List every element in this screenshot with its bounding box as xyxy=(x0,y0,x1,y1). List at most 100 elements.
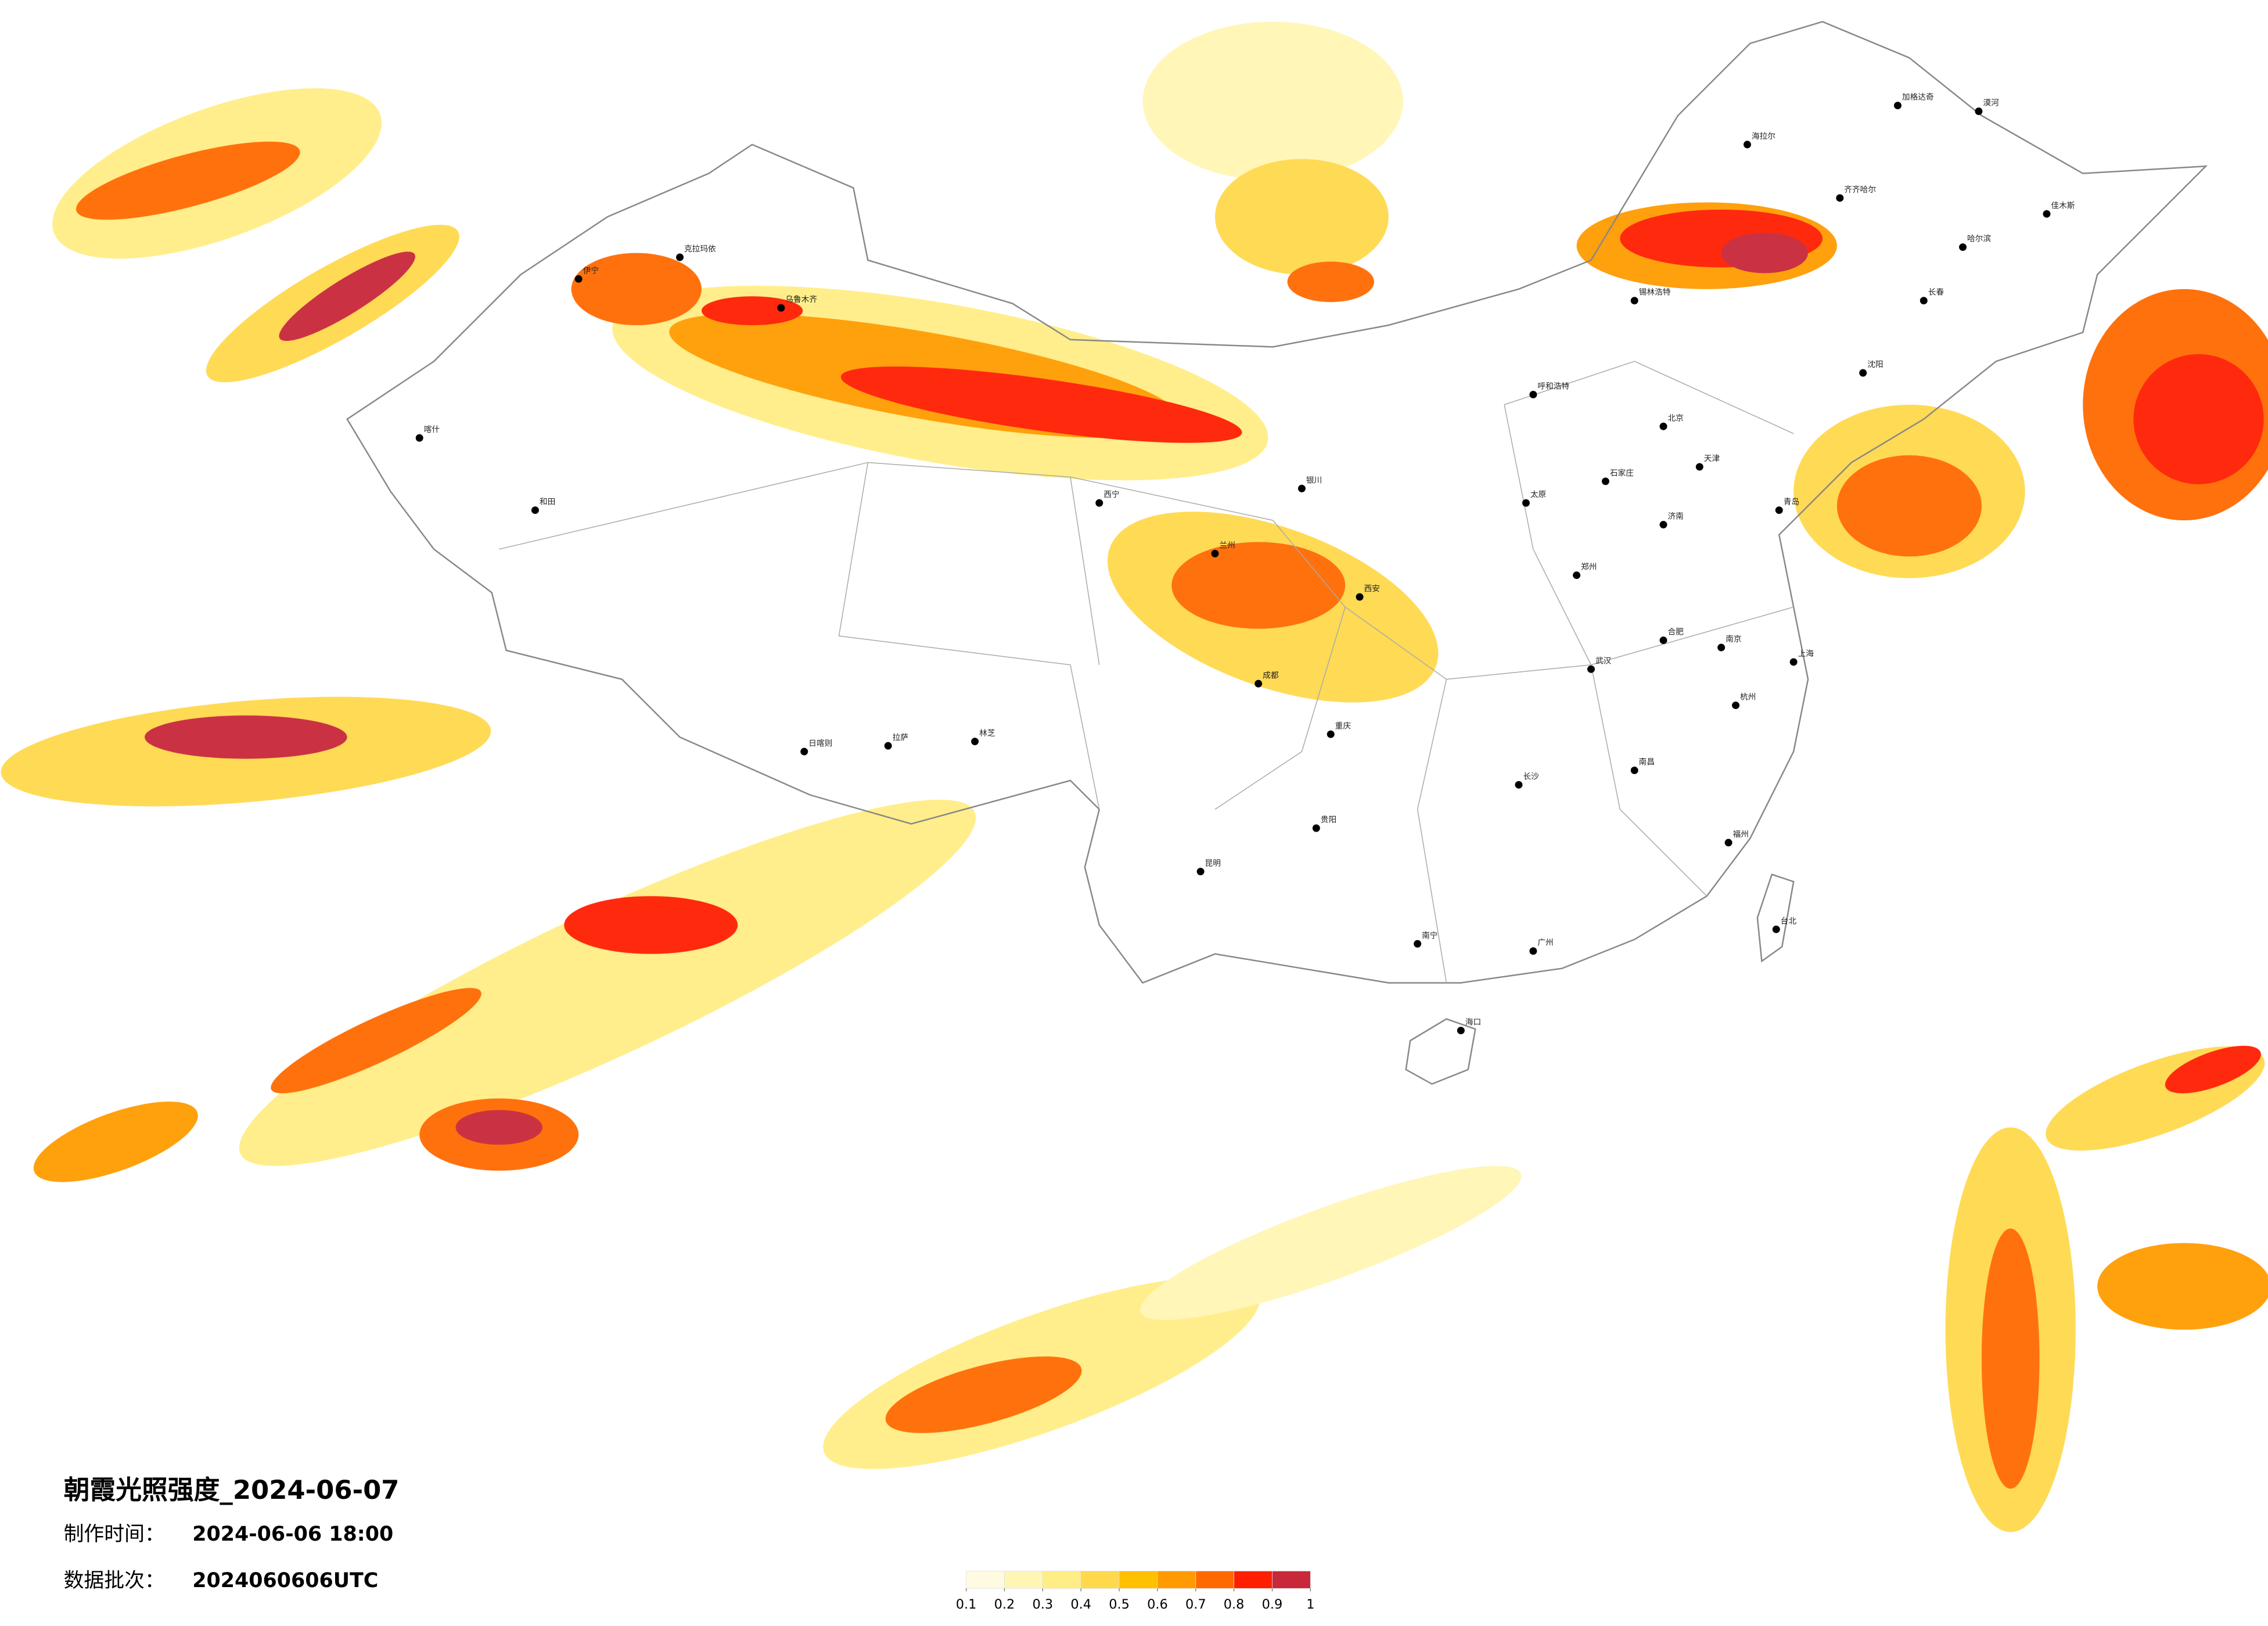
colorbar-tick-label: 0.5 xyxy=(1109,1597,1130,1612)
colorbar-swatch xyxy=(1234,1571,1273,1589)
heat-area xyxy=(1171,542,1346,629)
colorbar-tick-label: 0.1 xyxy=(956,1597,977,1612)
city-label: 天津 xyxy=(1704,454,1720,463)
city-label: 太原 xyxy=(1530,490,1546,499)
province-borders xyxy=(499,361,1794,983)
colorbar-tick-label: 0.9 xyxy=(1262,1597,1283,1612)
city-label: 克拉玛依 xyxy=(684,244,716,254)
city-dot xyxy=(1573,571,1581,580)
map-title: 朝霞光照强度_2024-06-07 xyxy=(64,1474,400,1505)
city-label: 海口 xyxy=(1465,1018,1481,1027)
city-dot xyxy=(1743,141,1751,149)
batch-value: 2024060606UTC xyxy=(192,1569,378,1592)
city-label: 重庆 xyxy=(1335,721,1352,731)
city-label: 福州 xyxy=(1733,830,1749,839)
city-dot xyxy=(1312,824,1320,832)
city-dot xyxy=(1255,679,1263,688)
city-label: 哈尔滨 xyxy=(1967,235,1991,244)
city-dot xyxy=(1859,369,1867,377)
heat-area xyxy=(76,141,300,220)
city-dot xyxy=(1196,868,1205,876)
heat-area xyxy=(2165,1045,2261,1093)
colorbar-tick-label: 0.8 xyxy=(1224,1597,1245,1612)
island-border xyxy=(1756,873,1795,963)
city-label: 佳木斯 xyxy=(2051,201,2075,210)
city-dot xyxy=(1095,499,1104,507)
country-border xyxy=(346,21,2208,984)
city-label: 贵阳 xyxy=(1321,815,1336,825)
city-label: 青岛 xyxy=(1784,498,1799,507)
city-label: 杭州 xyxy=(1740,693,1756,702)
heat-area xyxy=(1836,455,1982,557)
heat-area xyxy=(239,800,976,1166)
city-label: 广州 xyxy=(1537,938,1553,948)
city-dot xyxy=(1789,658,1798,666)
heat-area xyxy=(885,1356,1082,1433)
colorbar-swatch xyxy=(1195,1571,1234,1589)
city-dot xyxy=(1529,390,1537,398)
city-dot xyxy=(676,253,684,261)
city-label: 拉萨 xyxy=(893,733,908,742)
colorbar-swatch xyxy=(1080,1571,1120,1589)
city-dot xyxy=(777,304,785,312)
city-label: 济南 xyxy=(1667,512,1683,521)
heat-area xyxy=(840,366,1242,443)
city-dot xyxy=(1659,520,1667,528)
city-label: 兰州 xyxy=(1219,541,1235,550)
colorbar-tick-label: 1 xyxy=(1306,1597,1314,1612)
city-dot xyxy=(1775,506,1783,515)
city-label: 伊宁 xyxy=(583,265,599,275)
city-dot xyxy=(415,434,423,442)
city-label: 和田 xyxy=(540,498,555,507)
city-dot xyxy=(1975,107,1983,116)
city-label: 南京 xyxy=(1726,635,1741,644)
city-dot xyxy=(1414,940,1422,948)
city-label: 上海 xyxy=(1798,649,1814,659)
city-dot xyxy=(1630,297,1638,305)
city-label: 呼和浩特 xyxy=(1537,382,1569,391)
city-label: 漠河 xyxy=(1983,99,1999,108)
city-label: 乌鲁木齐 xyxy=(785,295,817,304)
city-dot xyxy=(1836,194,1844,202)
city-dot xyxy=(1717,643,1726,652)
city-label: 郑州 xyxy=(1581,563,1597,572)
city-dot xyxy=(1772,925,1780,933)
city-dot xyxy=(1601,477,1609,485)
city-label: 南宁 xyxy=(1422,930,1437,940)
heat-area xyxy=(564,896,738,954)
city-dot xyxy=(1732,702,1739,710)
city-dot xyxy=(800,747,808,756)
city-label: 南昌 xyxy=(1639,758,1655,767)
city-label: 武汉 xyxy=(1595,656,1612,665)
city-dot xyxy=(1695,463,1703,471)
city-dot xyxy=(1515,780,1523,789)
heat-area xyxy=(33,1101,198,1182)
heat-area xyxy=(701,296,803,325)
batch-label: 数据批次： xyxy=(64,1569,165,1592)
city-dot xyxy=(1893,102,1902,110)
city-dot xyxy=(1457,1027,1465,1035)
made-label: 制作时间： xyxy=(64,1523,165,1546)
colorbar-tick-label: 0.3 xyxy=(1033,1597,1054,1612)
city-dot xyxy=(1356,593,1364,601)
colorbar-swatch xyxy=(1157,1571,1196,1589)
heat-area xyxy=(271,988,481,1093)
island-border xyxy=(1405,1018,1476,1085)
boundaries xyxy=(346,21,2208,1085)
colorbar: 0.1 0.2 0.3 0.4 0.5 0.6 0.7 0.8 0.9 1 xyxy=(956,1571,1314,1612)
city-dot xyxy=(1211,549,1219,557)
city-label: 沈阳 xyxy=(1867,360,1883,369)
colorbar-swatch xyxy=(1272,1571,1311,1589)
city-dot xyxy=(1522,499,1530,507)
city-label: 海拉尔 xyxy=(1752,132,1775,141)
heat-area xyxy=(1721,232,1809,274)
city-label: 日喀则 xyxy=(808,739,832,748)
heat-area xyxy=(1287,261,1374,303)
city-dot xyxy=(574,275,583,283)
made-time: 2024-06-06 18:00 xyxy=(192,1523,393,1546)
city-dot xyxy=(1724,839,1733,847)
colorbar-swatch xyxy=(1119,1571,1158,1589)
heat-area xyxy=(455,1110,542,1145)
